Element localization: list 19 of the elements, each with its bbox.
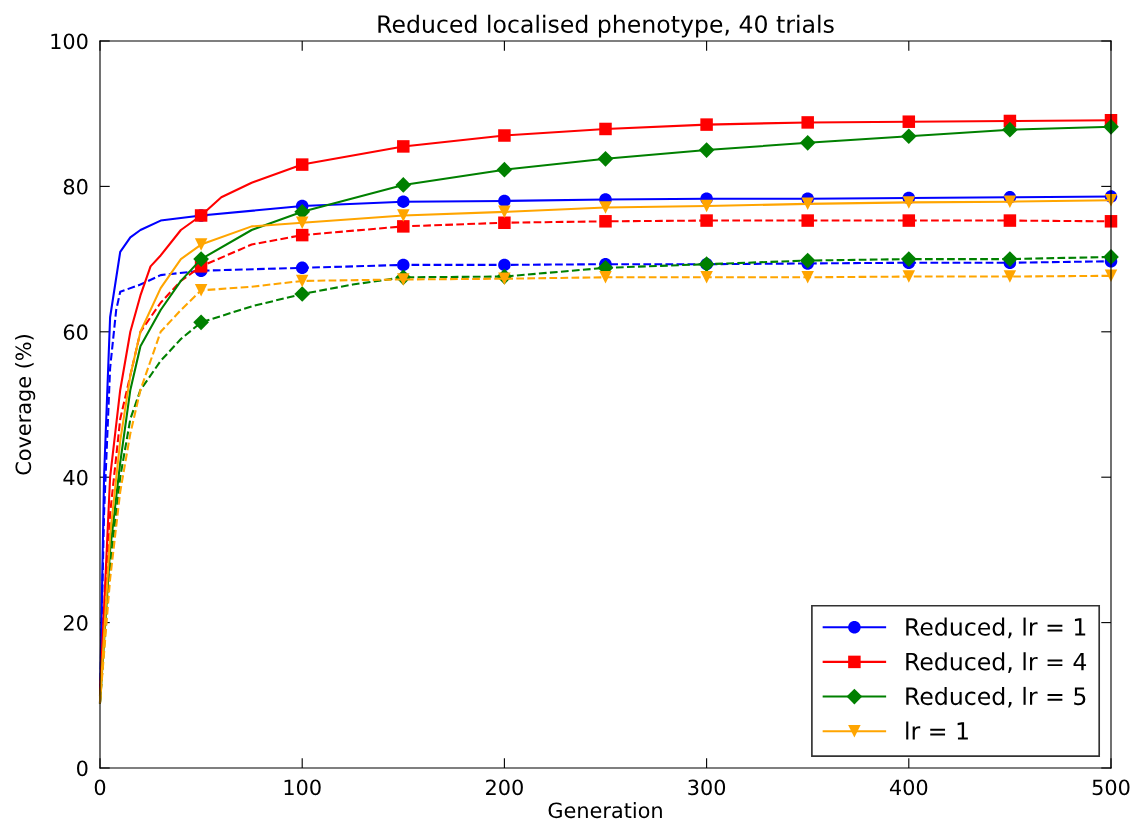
y-tick-label: 0 [77, 760, 88, 777]
x-tick-label: 500 [1092, 779, 1130, 796]
legend-label: lr = 1 [906, 721, 968, 740]
x-tick-label: 300 [688, 779, 726, 796]
y-tick-label: 100 [51, 33, 88, 50]
x-tick-label: 0 [94, 779, 106, 796]
y-tick-label: 40 [63, 469, 88, 486]
y-tick-label: 80 [63, 178, 88, 195]
y-tick-label: 20 [63, 615, 88, 631]
y-tick-label: 60 [63, 324, 88, 341]
legend-label: Reduced, lr = 5 [906, 686, 1086, 708]
x-tick-label: 400 [889, 779, 928, 796]
x-tick-label: 200 [486, 779, 523, 796]
legend-label: Reduced, lr = 1 [906, 617, 1086, 639]
chart-title: Reduced localised phenotype, 40 trials [378, 14, 834, 38]
legend-label: Reduced, lr = 4 [906, 652, 1087, 673]
x-axis-title: Generation [548, 802, 662, 819]
x-tick-label: 100 [284, 779, 321, 796]
y-axis-title: Coverage (%) [15, 335, 36, 475]
